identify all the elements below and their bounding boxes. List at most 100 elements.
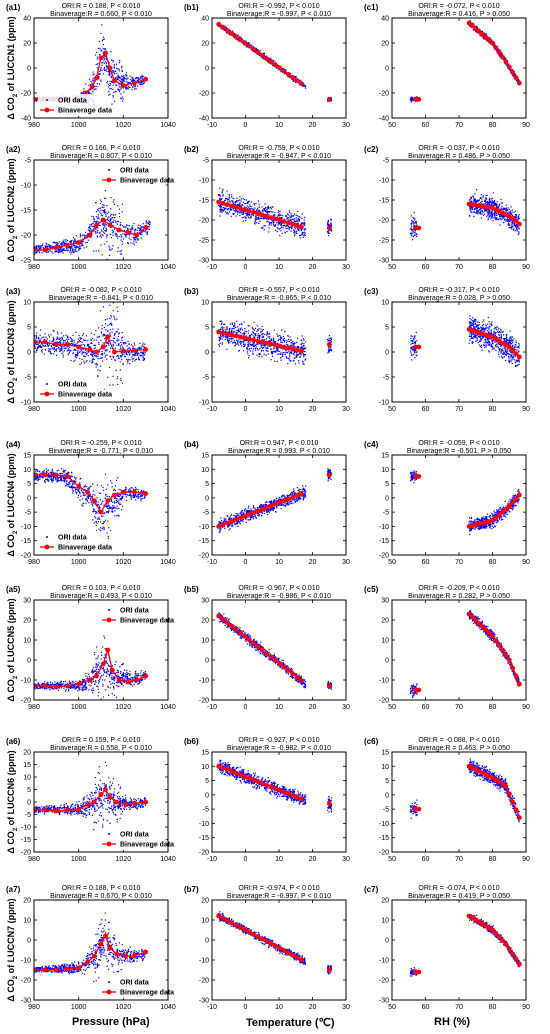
- ori-point: [513, 222, 515, 224]
- ori-point: [231, 196, 233, 198]
- ori-point: [128, 224, 130, 227]
- ori-point: [127, 243, 129, 245]
- ori-point: [129, 348, 131, 350]
- ori-point: [275, 229, 277, 231]
- ori-point: [122, 81, 124, 83]
- ori-point: [496, 205, 498, 207]
- ori-point: [485, 33, 487, 35]
- ori-point: [46, 243, 48, 245]
- ori-point: [51, 348, 53, 350]
- ori-point: [127, 241, 129, 244]
- ori-point: [226, 211, 228, 214]
- ori-point: [299, 218, 301, 220]
- ori-point: [58, 337, 60, 340]
- ori-point: [250, 201, 252, 203]
- ori-point: [74, 251, 76, 253]
- ori-point: [263, 218, 265, 220]
- ori-point: [62, 240, 64, 243]
- ori-point: [63, 339, 65, 341]
- ori-point: [293, 235, 296, 237]
- ori-point: [118, 70, 120, 72]
- ori-point: [135, 228, 137, 230]
- ori-point: [218, 204, 220, 207]
- ori-point: [81, 351, 83, 353]
- ori-point: [106, 212, 109, 214]
- ori-point: [107, 83, 109, 85]
- ori-point: [59, 243, 62, 245]
- ori-point: [40, 245, 43, 247]
- ori-point: [245, 45, 248, 47]
- ori-point: [100, 339, 102, 341]
- x-tick-label: 980: [28, 122, 40, 129]
- ori-point: [125, 352, 128, 354]
- ori-point: [286, 217, 289, 219]
- ori-point: [412, 97, 414, 99]
- x-tick-label: 90: [522, 122, 530, 129]
- ori-point: [223, 210, 225, 212]
- ori-point: [328, 220, 330, 222]
- axes-frame-b2: [211, 159, 347, 261]
- ori-point: [280, 71, 282, 73]
- ori-point: [245, 202, 247, 204]
- ori-point: [415, 233, 418, 235]
- ori-point: [35, 100, 37, 102]
- ori-point: [125, 234, 128, 236]
- ori-point: [491, 211, 493, 213]
- ori-point: [232, 213, 234, 215]
- ori-point: [59, 344, 61, 346]
- ori-point: [98, 40, 100, 43]
- ori-point: [72, 343, 74, 345]
- ori-point: [516, 214, 518, 216]
- ori-point: [57, 337, 59, 339]
- ori-point: [53, 344, 55, 346]
- ori-point: [122, 342, 124, 344]
- ori-point: [236, 201, 238, 203]
- ori-point: [220, 208, 222, 210]
- ori-point: [76, 344, 78, 346]
- ori-point: [62, 342, 64, 344]
- ori-point: [121, 253, 123, 255]
- ori-point: [97, 216, 99, 218]
- ori-point: [139, 342, 141, 344]
- ori-point: [110, 197, 112, 199]
- ori-point: [243, 211, 245, 214]
- ori-point: [43, 353, 45, 355]
- ori-point: [67, 347, 69, 349]
- ori-point: [125, 78, 127, 80]
- ori-point: [120, 250, 123, 252]
- y-tick-label: -20: [199, 218, 209, 225]
- ori-point: [59, 349, 61, 351]
- panel-label-a2: (a2): [6, 145, 21, 154]
- ori-point: [262, 217, 265, 219]
- ori-point: [263, 53, 265, 55]
- ori-point: [85, 339, 87, 341]
- ori-point: [138, 346, 141, 348]
- ori-point: [474, 198, 476, 200]
- ori-point: [475, 208, 477, 210]
- ori-point: [289, 217, 292, 219]
- ori-point: [79, 248, 81, 250]
- ori-point: [69, 337, 71, 339]
- ori-point: [148, 228, 150, 231]
- ori-point: [48, 350, 50, 352]
- ori-point: [112, 71, 114, 74]
- ori-point: [514, 213, 516, 216]
- ori-point: [290, 230, 292, 232]
- ori-point: [88, 230, 91, 232]
- ori-point: [75, 247, 77, 249]
- ori-point: [69, 247, 71, 249]
- ori-point: [58, 347, 60, 349]
- ori-point: [94, 54, 97, 56]
- ori-point: [108, 85, 110, 87]
- ori-point: [513, 211, 515, 213]
- ori-point: [508, 211, 510, 213]
- ori-point: [224, 207, 226, 209]
- ori-point: [508, 223, 510, 225]
- ori-point: [119, 76, 121, 78]
- ori-point: [412, 220, 414, 222]
- ori-point: [484, 209, 486, 211]
- ori-point: [222, 190, 224, 192]
- ori-point: [58, 248, 60, 251]
- ori-point: [99, 73, 101, 76]
